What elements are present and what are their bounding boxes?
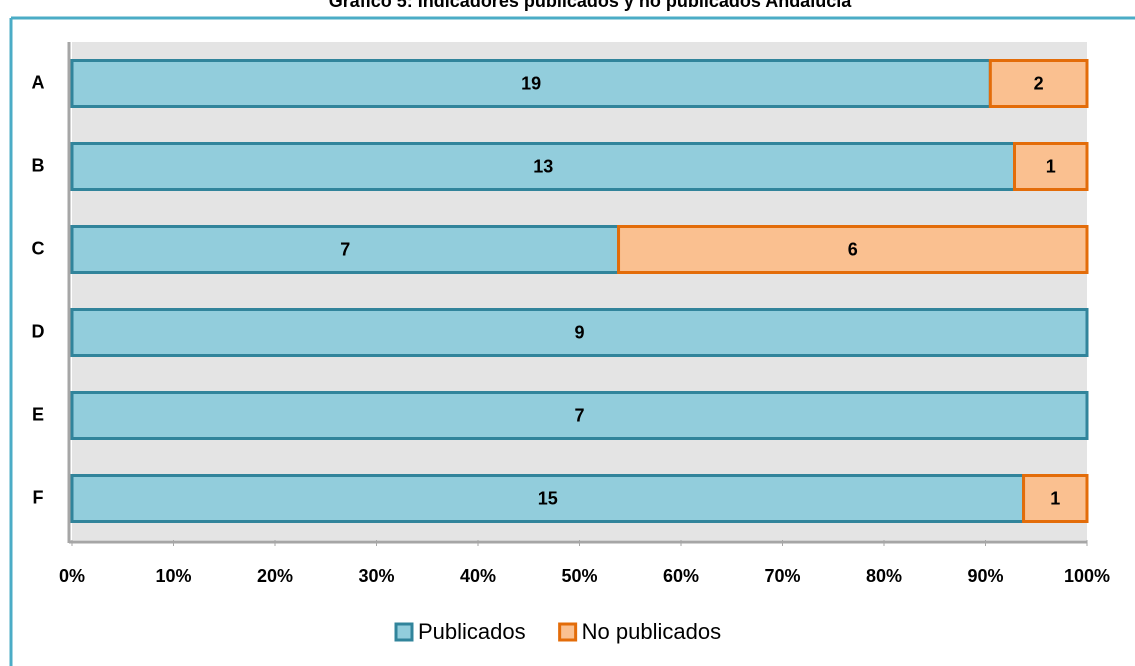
bar-segment bbox=[70, 308, 1089, 357]
bar-segment bbox=[1022, 474, 1089, 523]
data-label: 7 bbox=[574, 405, 584, 425]
bar-segment bbox=[70, 225, 621, 274]
y-tick-label: E bbox=[32, 404, 44, 424]
x-tick-label: 70% bbox=[764, 566, 800, 586]
bar-segment bbox=[988, 59, 1089, 108]
chart-title: Gráfico 5: Indicadores publicados y no p… bbox=[329, 0, 852, 11]
x-tick-label: 90% bbox=[967, 566, 1003, 586]
data-label: 1 bbox=[1050, 488, 1060, 508]
y-tick-label: F bbox=[33, 487, 44, 507]
y-tick-label: A bbox=[32, 72, 45, 92]
legend-label: No publicados bbox=[582, 619, 721, 644]
x-tick-label: 20% bbox=[257, 566, 293, 586]
y-tick-label: B bbox=[32, 155, 45, 175]
y-tick-label: C bbox=[32, 238, 45, 258]
x-tick-label: 10% bbox=[155, 566, 191, 586]
x-tick-label: 100% bbox=[1064, 566, 1110, 586]
bar-segment bbox=[1013, 142, 1089, 191]
x-tick-label: 80% bbox=[866, 566, 902, 586]
plot-area bbox=[72, 42, 1087, 540]
data-label: 19 bbox=[521, 73, 541, 93]
title-bg bbox=[32, 0, 1122, 16]
data-label: 6 bbox=[848, 239, 858, 259]
x-tick-label: 40% bbox=[460, 566, 496, 586]
data-label: 7 bbox=[340, 239, 350, 259]
data-label: 15 bbox=[538, 488, 558, 508]
data-label: 1 bbox=[1046, 156, 1056, 176]
legend-label: Publicados bbox=[418, 619, 526, 644]
legend-swatch bbox=[394, 622, 414, 642]
bar-segment bbox=[70, 474, 1026, 523]
x-tick-label: 0% bbox=[59, 566, 85, 586]
y-tick-label: D bbox=[32, 321, 45, 341]
bar-segment bbox=[617, 225, 1089, 274]
data-label: 13 bbox=[533, 156, 553, 176]
x-tick-label: 30% bbox=[358, 566, 394, 586]
legend-swatch bbox=[558, 622, 578, 642]
data-label: 9 bbox=[574, 322, 584, 342]
bar-segment bbox=[70, 391, 1089, 440]
x-tick-label: 50% bbox=[561, 566, 597, 586]
data-label: 2 bbox=[1034, 73, 1044, 93]
x-tick-label: 60% bbox=[663, 566, 699, 586]
